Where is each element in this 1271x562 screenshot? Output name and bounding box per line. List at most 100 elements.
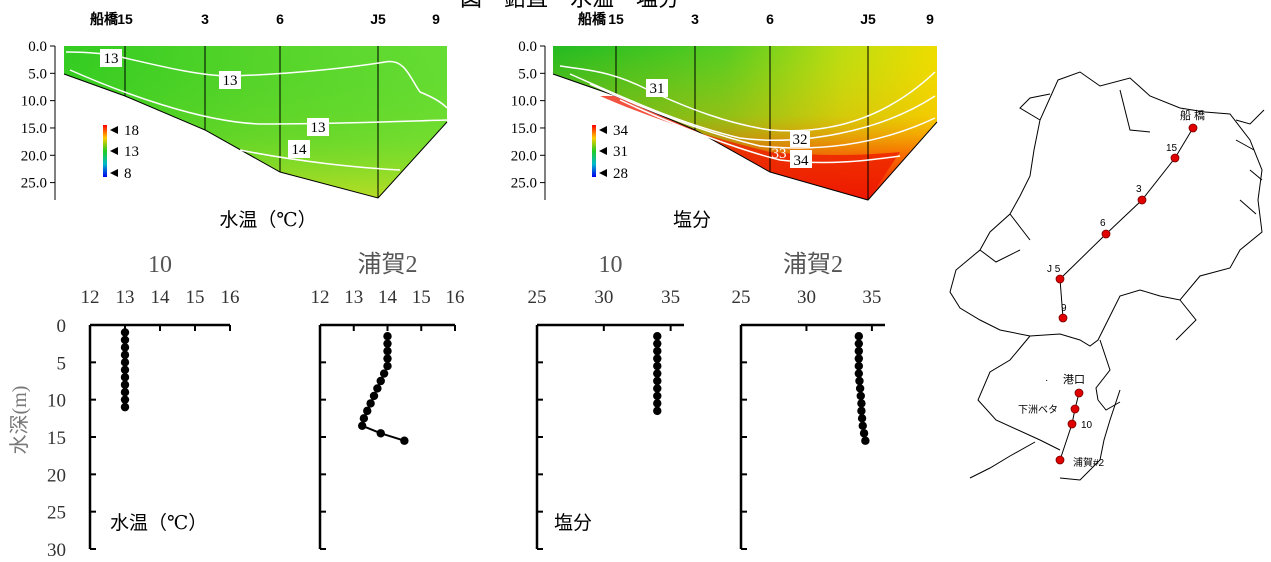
y-tick-label: 0 bbox=[57, 316, 67, 337]
data-point bbox=[857, 406, 866, 416]
profile-note: 水温（℃） bbox=[110, 512, 207, 534]
map-label: J 5 bbox=[1047, 264, 1061, 275]
data-point bbox=[383, 332, 392, 341]
data-point bbox=[120, 388, 130, 397]
x-tick-label: 25 bbox=[528, 287, 547, 308]
y-tick-label: 0.0 bbox=[518, 39, 537, 55]
x-tick-label: 16 bbox=[221, 287, 240, 308]
y-tick-label: 20.0 bbox=[21, 148, 47, 164]
map-label: 15 bbox=[1166, 143, 1178, 154]
data-point bbox=[854, 369, 864, 378]
x-tick-label: 14 bbox=[151, 287, 171, 308]
data-point bbox=[653, 354, 662, 363]
data-point bbox=[855, 384, 865, 393]
profile-profile-sal-10: 10 25 30 35 bbox=[528, 252, 684, 550]
data-point bbox=[376, 429, 385, 438]
data-point bbox=[859, 429, 869, 438]
data-point bbox=[357, 421, 367, 430]
colorbar-label: 8 bbox=[124, 166, 132, 182]
data-point bbox=[653, 369, 662, 378]
panel-label: 塩分 bbox=[673, 209, 711, 231]
data-point bbox=[120, 380, 130, 389]
data-point bbox=[120, 328, 130, 337]
station-label: J5 bbox=[860, 11, 876, 27]
y-tick-label: 10.0 bbox=[511, 94, 537, 110]
y-tick-label: 10.0 bbox=[21, 94, 47, 110]
temperature-section: 船橋 15 3 6 J5 9 13 13 13 14 0.0 5.0 10.0 15.… bbox=[21, 11, 448, 231]
profile-note: 塩分 bbox=[554, 512, 592, 534]
x-tick-label: 30 bbox=[594, 287, 613, 308]
x-tick-label: 15 bbox=[186, 287, 205, 308]
contour-label: 14 bbox=[292, 142, 308, 158]
y-tick-label: 25.0 bbox=[21, 176, 47, 192]
x-tick-label: 15 bbox=[412, 287, 431, 308]
map-label: 10 bbox=[1081, 420, 1093, 431]
station-label: 6 bbox=[276, 11, 284, 27]
data-point bbox=[855, 376, 864, 386]
data-point bbox=[857, 414, 867, 423]
data-point bbox=[653, 346, 662, 356]
data-point bbox=[653, 391, 662, 401]
station-label: J5 bbox=[370, 11, 386, 27]
x-tick-label: 14 bbox=[378, 287, 398, 308]
data-point bbox=[653, 332, 662, 341]
x-tick-label: 35 bbox=[862, 287, 881, 308]
data-point bbox=[653, 384, 662, 393]
y-tick-label: 15 bbox=[47, 428, 66, 449]
data-point bbox=[366, 399, 375, 408]
station-label: 9 bbox=[432, 11, 440, 27]
map-label: 下洲ベタ bbox=[1018, 404, 1058, 416]
x-tick-label: 30 bbox=[797, 287, 816, 308]
data-point bbox=[854, 361, 864, 371]
colorbar-label: 18 bbox=[124, 123, 139, 139]
station-label: 9 bbox=[926, 11, 934, 27]
data-point bbox=[120, 373, 130, 382]
y-tick-label: 5 bbox=[57, 353, 67, 374]
profile-title: 浦賀2 bbox=[783, 251, 843, 278]
svg-text:·: · bbox=[1045, 375, 1048, 386]
colorbar-label: 28 bbox=[613, 166, 628, 182]
station-label: 船橋 bbox=[578, 11, 607, 27]
contour-label: 13 bbox=[104, 51, 119, 67]
data-point bbox=[120, 343, 130, 352]
profile-title: 10 bbox=[599, 252, 623, 278]
x-tick-label: 12 bbox=[81, 287, 100, 308]
data-point bbox=[373, 384, 382, 393]
data-point bbox=[854, 332, 864, 341]
x-tick-label: 16 bbox=[446, 287, 465, 308]
data-point bbox=[120, 365, 130, 374]
data-point bbox=[857, 399, 866, 408]
data-point bbox=[861, 436, 870, 445]
data-point bbox=[120, 335, 130, 345]
data-point bbox=[120, 358, 130, 367]
profile-title: 10 bbox=[148, 252, 172, 278]
station-label: 3 bbox=[201, 11, 209, 27]
figure-title: 図 鉛直・水温・塩分 bbox=[460, 0, 680, 11]
profile-line bbox=[361, 336, 405, 442]
y-tick-label: 10 bbox=[47, 391, 66, 412]
contour-label: 13 bbox=[223, 73, 238, 89]
profile-plots: 10 12 13 14 15 16 0 5 10 15 20 25 30 浦賀2 12 13 14 15 16 10 2… bbox=[47, 251, 885, 561]
data-point bbox=[383, 354, 392, 363]
salinity-section: 船橋 15 3 6 J5 9 31 32 33 34 0.0 5.0 10.0 15.… bbox=[511, 11, 938, 231]
x-tick-label: 35 bbox=[661, 287, 680, 308]
contour-label: 33 bbox=[772, 146, 787, 162]
y-axis-label: 水深(m) bbox=[8, 386, 31, 455]
station-label: 15 bbox=[117, 11, 133, 27]
data-point bbox=[653, 339, 662, 348]
profile-profile-sal-uraga2: 浦賀2 25 30 35 bbox=[732, 251, 885, 550]
data-point bbox=[653, 361, 662, 371]
map-label: 船 橋 bbox=[1180, 108, 1205, 122]
data-point bbox=[653, 406, 662, 416]
map-label: 9 bbox=[1061, 303, 1067, 314]
data-point bbox=[856, 391, 865, 401]
data-point bbox=[854, 346, 864, 356]
data-point bbox=[120, 402, 130, 412]
data-point bbox=[400, 436, 409, 445]
y-tick-label: 25.0 bbox=[511, 176, 537, 192]
x-tick-label: 13 bbox=[116, 287, 135, 308]
profile-title: 浦賀2 bbox=[358, 251, 418, 278]
map-label: 港口 bbox=[1063, 373, 1085, 386]
y-tick-label: 15.0 bbox=[511, 121, 537, 137]
